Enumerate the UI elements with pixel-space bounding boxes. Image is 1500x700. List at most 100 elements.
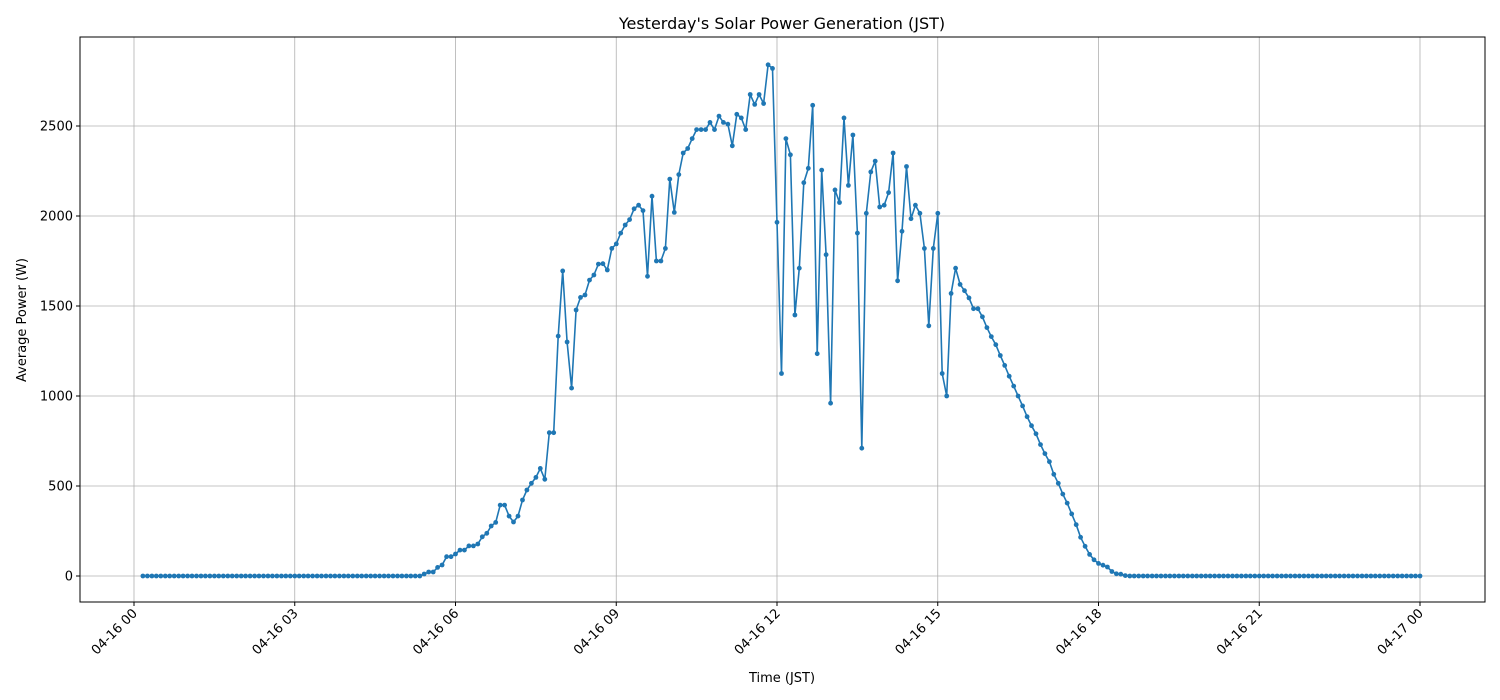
data-point [1274,573,1280,579]
data-point [399,573,405,579]
data-point [368,573,374,579]
data-point [841,115,847,121]
data-point [377,573,382,579]
data-point [988,334,994,339]
data-point [180,573,186,579]
data-point [171,573,177,579]
data-point [1212,573,1217,579]
data-point [886,190,891,196]
data-point [466,543,472,549]
data-point [323,573,329,579]
data-point [1140,573,1146,579]
data-point [1060,491,1066,497]
data-point [158,573,164,579]
data-point [604,267,610,273]
data-point [1180,573,1186,579]
data-point [1243,573,1249,579]
data-point [1163,573,1168,579]
data-point [631,206,637,212]
data-point [475,541,481,547]
data-point [890,150,896,156]
data-point [453,551,458,557]
data-point [975,306,981,312]
data-point [1042,451,1048,456]
data-point [1033,431,1039,437]
data-point [421,571,427,577]
data-point [627,217,632,223]
data-point [832,187,838,193]
data-point [279,573,284,579]
data-point [225,573,231,579]
data-point [729,143,735,149]
data-point [1221,573,1226,579]
data-point [1091,557,1097,563]
data-point [462,547,467,553]
data-point [363,573,369,579]
data-point [252,573,257,579]
data-point [663,246,668,251]
data-point [310,573,315,579]
data-point [765,62,771,68]
data-point [1292,573,1298,579]
y-axis-label: Average Power (W) [15,258,30,382]
data-point [752,102,758,107]
data-point [908,216,914,222]
data-point [212,573,217,579]
data-point [899,228,905,234]
data-point [613,241,619,247]
data-point [390,573,396,579]
data-point [788,152,793,158]
plot-frame [79,36,1486,603]
data-point [1270,573,1275,579]
data-point [332,573,338,579]
data-point [1051,471,1057,477]
data-point [1230,573,1235,579]
data-point [1002,363,1008,368]
data-point [1413,573,1418,579]
data-point [167,573,173,579]
data-point [591,272,597,278]
data-point [1114,571,1119,577]
data-point [622,222,628,228]
data-point [1265,573,1271,579]
data-point [671,210,677,215]
data-point [435,565,440,570]
data-point [497,502,503,508]
data-point [417,573,423,579]
data-point [770,66,775,71]
data-point [506,513,512,519]
data-point [774,219,780,225]
data-point [667,176,673,182]
data-point [350,573,356,579]
data-point [292,573,298,579]
data-point [270,573,275,579]
series-line [140,62,1423,579]
data-point [1395,573,1401,579]
data-point [743,127,749,132]
data-point [747,92,753,97]
data-point [457,547,463,553]
data-point [1015,393,1021,399]
data-point [1096,561,1101,566]
data-point [917,210,923,216]
data-point [153,573,159,579]
data-point [1346,573,1351,579]
data-point [962,288,967,294]
data-point [1203,573,1209,579]
data-point [636,202,641,208]
data-point [846,183,851,188]
data-point [1011,383,1017,389]
data-point [1288,573,1293,579]
data-point [569,385,574,391]
data-point [725,121,731,127]
y-tick-label: 2000 [40,210,73,225]
data-point [1247,573,1253,579]
data-point [877,204,883,210]
data-point [247,573,253,579]
data-point [694,127,699,132]
data-point [533,475,539,480]
data-point [345,573,351,579]
data-point [1381,573,1387,579]
